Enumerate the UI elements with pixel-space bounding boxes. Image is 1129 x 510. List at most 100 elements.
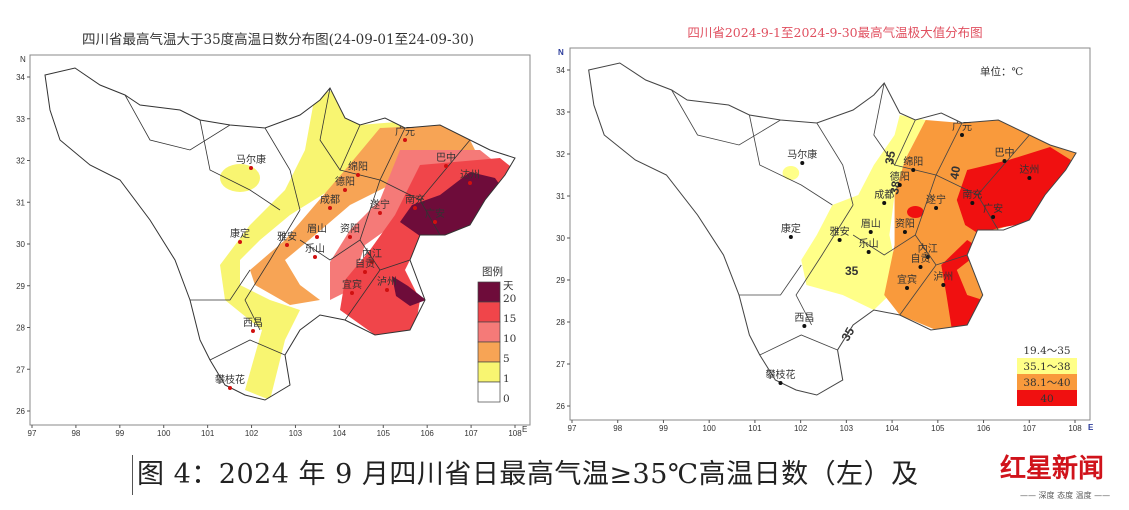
city-label: 内江 — [918, 242, 938, 255]
city-marker — [444, 164, 448, 168]
legend-swatch — [477, 301, 501, 323]
city-marker — [403, 138, 407, 142]
city-marker — [1002, 159, 1007, 163]
city-marker — [934, 206, 939, 210]
zone-35-38-malkang — [782, 166, 800, 180]
city-label: 攀枝花 — [215, 373, 245, 386]
city-marker — [378, 211, 382, 215]
city-marker — [468, 181, 472, 185]
city-marker — [778, 381, 783, 385]
lon-tick-label: 108 — [508, 429, 522, 438]
city-label: 雅安 — [277, 230, 297, 243]
city-label: 南充 — [405, 193, 425, 206]
zone-over-40-spot — [907, 206, 924, 218]
city-marker — [348, 235, 352, 239]
right-heat-layer — [588, 62, 1077, 396]
city-label: 遂宁 — [370, 198, 390, 211]
city-label: 宜宾 — [897, 273, 917, 286]
city-label: 康定 — [781, 222, 801, 235]
legend-label: 1 — [503, 373, 510, 385]
lon-tick-label: 102 — [794, 424, 808, 433]
lon-tick-label: 100 — [157, 429, 171, 438]
lat-tick-label: 30 — [556, 234, 565, 243]
lon-tick-label: 107 — [464, 429, 478, 438]
city-marker — [800, 161, 805, 165]
city-marker — [882, 201, 887, 205]
city-marker — [925, 255, 930, 259]
east-label: E — [1088, 423, 1094, 432]
lon-tick-label: 102 — [245, 429, 259, 438]
city-marker — [385, 288, 389, 292]
legend-swatch — [1017, 374, 1077, 390]
lat-tick-label: 29 — [556, 276, 565, 285]
zone-over-40-south — [941, 240, 983, 328]
lat-tick-label: 34 — [556, 66, 565, 75]
city-label: 广安 — [425, 207, 445, 220]
city-marker — [905, 286, 910, 290]
city-marker — [991, 215, 996, 219]
city-label: 达州 — [1019, 164, 1039, 176]
lat-tick-label: 31 — [16, 198, 25, 207]
lon-tick-label: 97 — [28, 429, 37, 438]
legend-label: 20 — [503, 293, 516, 305]
lat-tick-label: 28 — [556, 318, 565, 327]
lon-tick-label: 98 — [613, 424, 622, 433]
lat-tick-label: 30 — [16, 240, 25, 249]
city-marker — [868, 230, 873, 234]
city-marker — [285, 243, 289, 247]
city-label: 巴中 — [436, 151, 456, 164]
legend-label: 5 — [503, 353, 510, 365]
lon-tick-label: 105 — [377, 429, 391, 438]
city-label: 西昌 — [794, 312, 814, 324]
city-marker — [788, 235, 793, 239]
north-label: N — [20, 55, 26, 64]
right-map-panel: 四川省2024-9-1至2024-9-30最高气温极大值分布图 N E 单位：℃… — [556, 25, 1094, 433]
lat-tick-label: 34 — [16, 73, 25, 82]
lon-tick-label: 99 — [115, 429, 124, 438]
city-label: 广安 — [983, 202, 1003, 215]
lon-tick-label: 104 — [333, 429, 347, 438]
lon-tick-label: 101 — [201, 429, 215, 438]
city-marker — [959, 133, 964, 137]
city-label: 自贡 — [911, 252, 931, 265]
city-label: 康定 — [230, 227, 250, 240]
city-marker — [370, 260, 374, 264]
lat-tick-label: 32 — [556, 150, 565, 159]
zone-1-5-days-malkang — [220, 164, 260, 192]
city-label: 广元 — [952, 121, 972, 133]
city-marker — [802, 324, 807, 328]
city-label: 雅安 — [830, 225, 850, 238]
city-label: 泸州 — [933, 271, 953, 283]
lon-tick-label: 99 — [659, 424, 668, 433]
legend-unit: 天 — [503, 280, 514, 292]
city-label: 成都 — [874, 189, 894, 201]
lon-tick-label: 105 — [931, 424, 945, 433]
city-label: 遂宁 — [926, 193, 946, 206]
city-marker — [343, 188, 347, 192]
city-label: 攀枝花 — [766, 368, 796, 381]
legend-swatch — [1017, 342, 1077, 358]
legend-title: 图例 — [482, 265, 503, 278]
legend-swatch — [1017, 358, 1077, 374]
city-label: 乐山 — [859, 238, 879, 250]
north-label: N — [558, 48, 564, 57]
city-marker — [251, 329, 255, 333]
city-label: 西昌 — [243, 317, 263, 329]
city-marker — [356, 173, 360, 177]
lat-tick-label: 32 — [16, 157, 25, 166]
city-marker — [228, 386, 232, 390]
legend-label: 15 — [503, 313, 516, 325]
figure-caption: 图 4：2024 年 9 月四川省日最高气温≥35℃高温日数（左）及 — [132, 455, 919, 495]
contour-label: 35 — [882, 150, 898, 166]
city-label: 眉山 — [307, 223, 327, 235]
lon-tick-label: 106 — [977, 424, 991, 433]
city-label: 自贡 — [355, 257, 375, 270]
watermark-logo: 红星新闻 — [1000, 454, 1105, 484]
city-marker — [315, 235, 319, 239]
city-marker — [897, 183, 902, 187]
city-marker — [941, 283, 946, 287]
unit-label: 单位：℃ — [980, 65, 1023, 78]
contour-label: 35 — [845, 264, 859, 278]
left-map-panel: 四川省最高气温大于35度高温日数分布图(24-09-01至24-09-30) N… — [16, 31, 531, 438]
